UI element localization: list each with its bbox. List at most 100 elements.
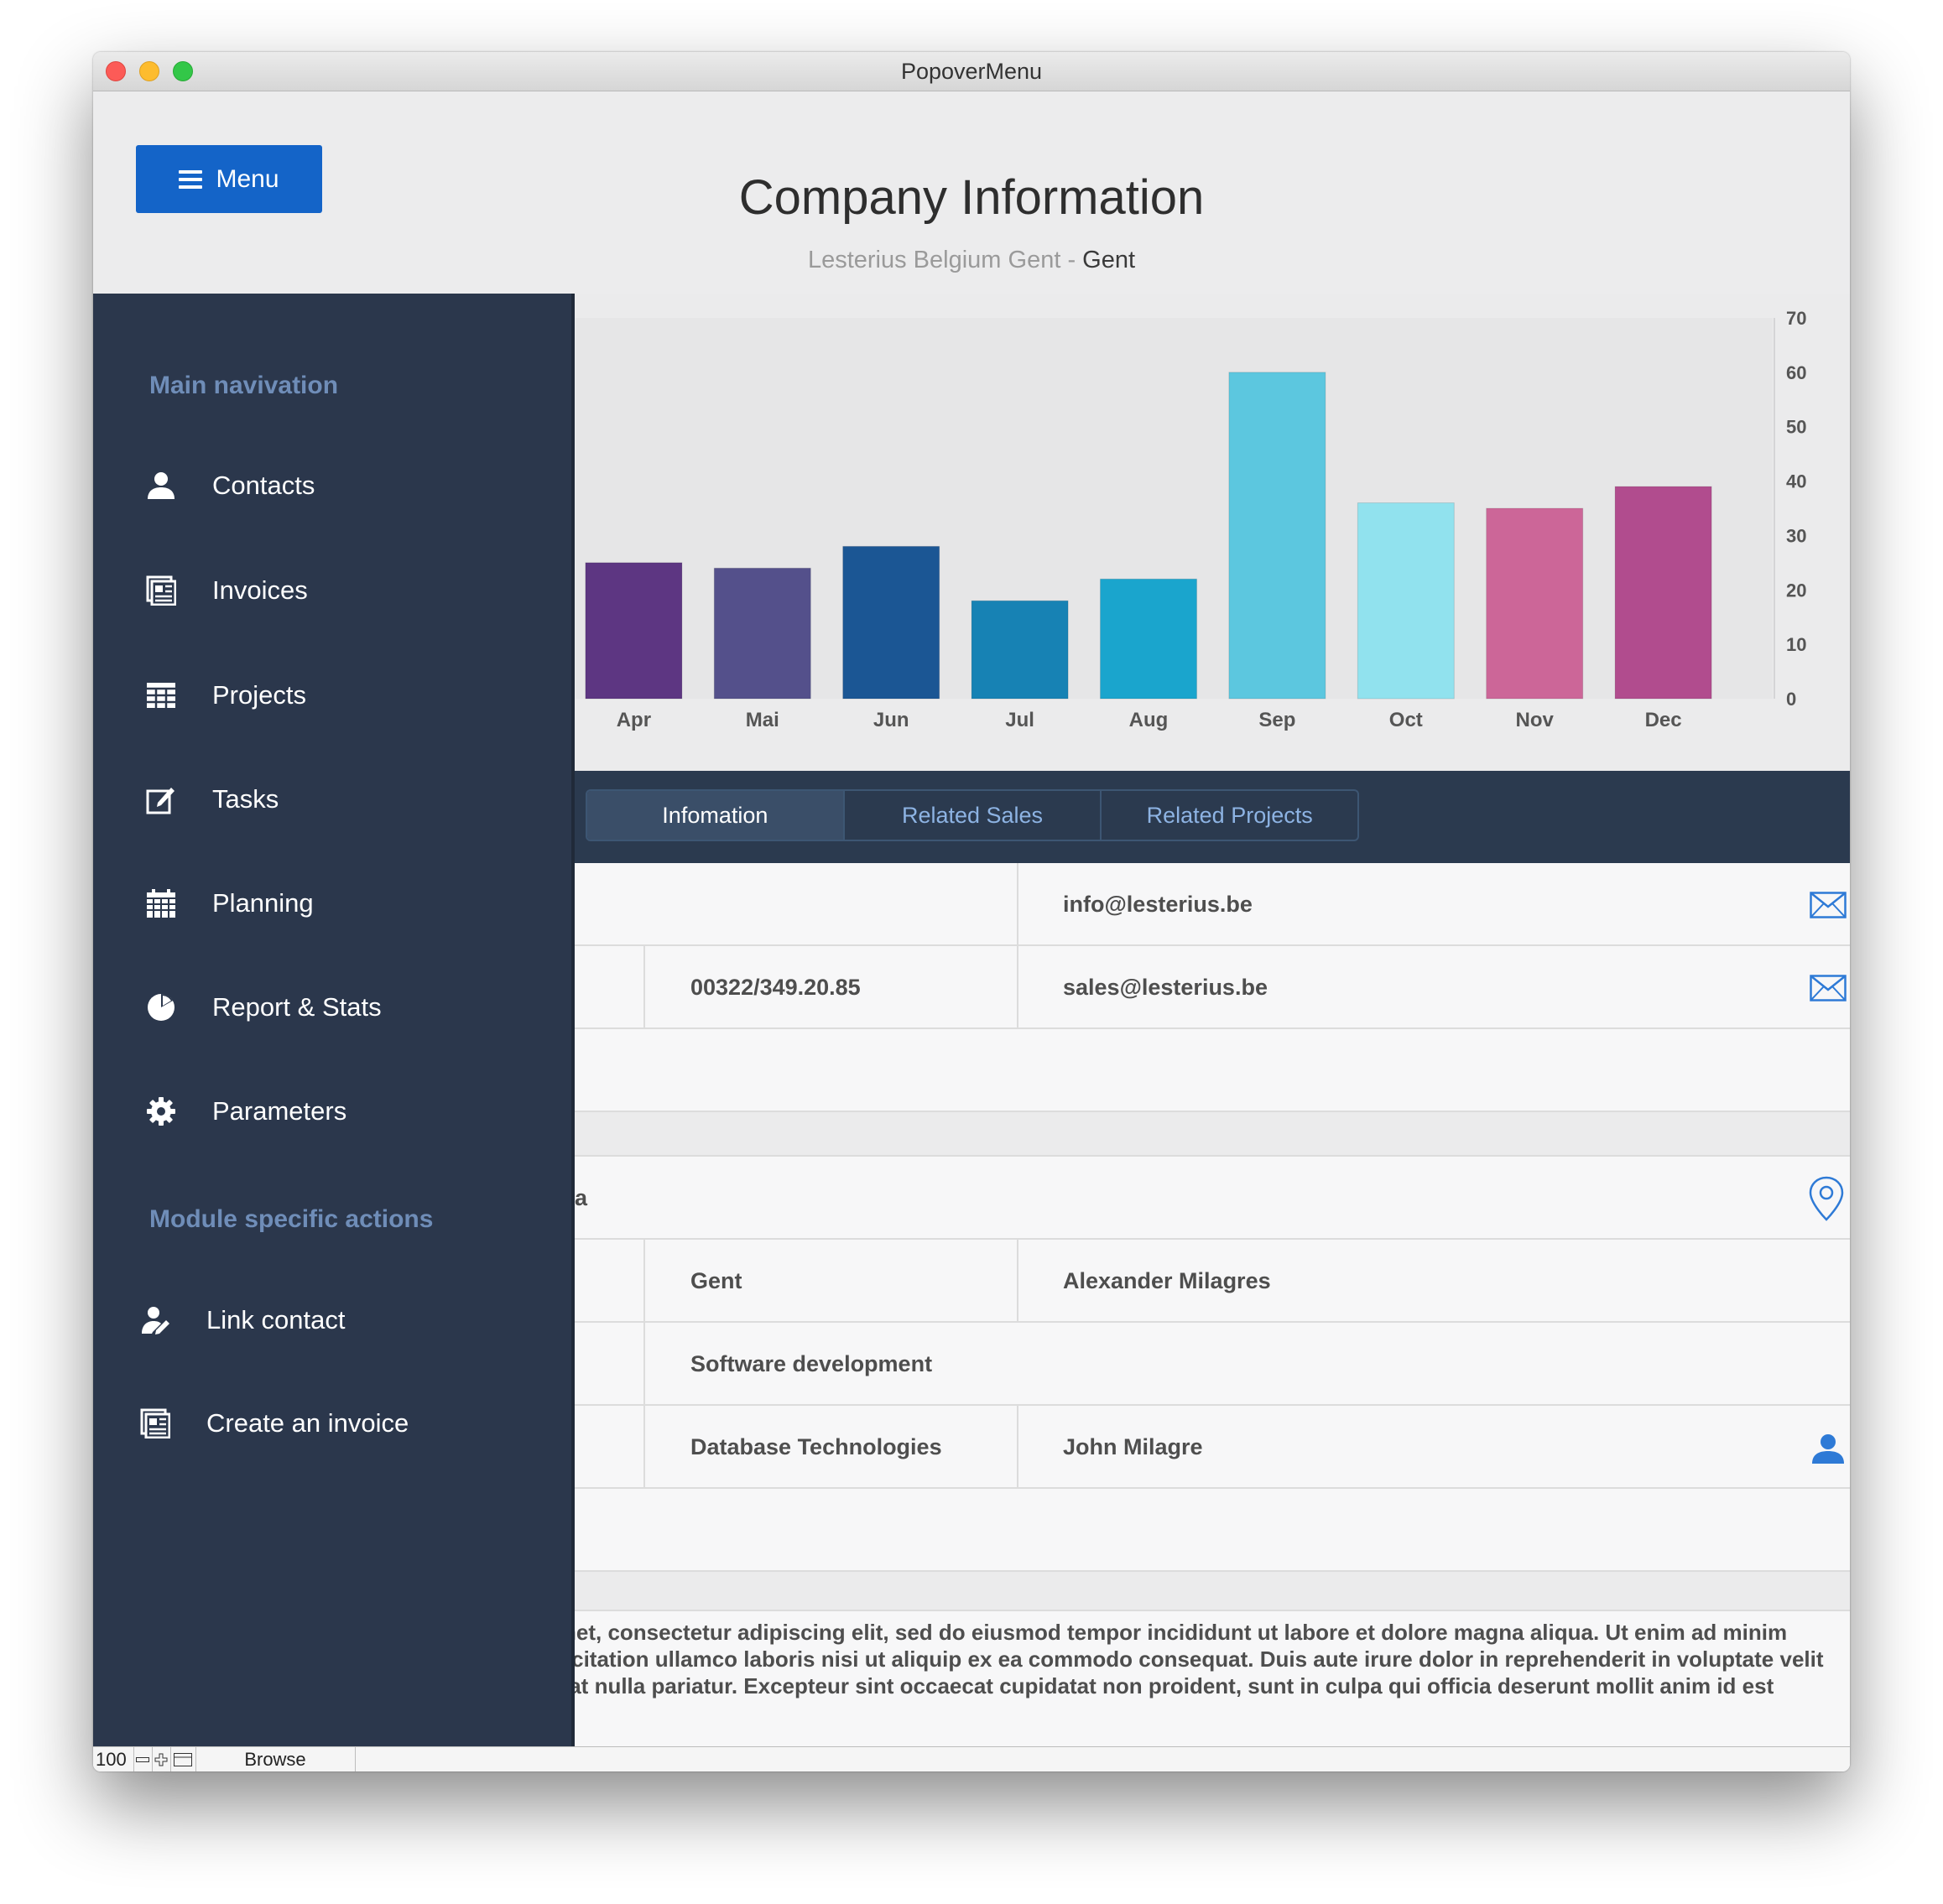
detail-row	[93, 1029, 1850, 1112]
menu-button-label: Menu	[216, 164, 279, 193]
contact-field[interactable]: Alexander Milagres	[1063, 1268, 1271, 1293]
sidebar-item-label: Parameters	[212, 1096, 347, 1126]
x-tick-label: Dec	[1645, 709, 1682, 731]
main-navigation-heading: Main navivation	[149, 372, 339, 399]
mail-icon[interactable]	[1810, 892, 1847, 923]
action-label: Link contact	[206, 1305, 346, 1334]
sidebar-item-report-stats[interactable]: Report & Stats	[143, 978, 546, 1037]
detail-row	[93, 946, 1850, 1029]
maximize-window-button[interactable]	[173, 61, 193, 81]
phone-field[interactable]: 00322/349.20.85	[690, 975, 861, 1000]
bar-mai	[713, 567, 811, 700]
contact-field[interactable]: John Milagre	[1063, 1434, 1203, 1459]
sidebar-item-contacts[interactable]: Contacts	[143, 456, 546, 515]
sidebar-item-projects[interactable]: Projects	[143, 666, 546, 725]
city-field[interactable]: Gent	[690, 1268, 742, 1293]
calendar-icon	[143, 886, 179, 921]
window-title: PopoverMenu	[900, 59, 1043, 84]
app-window: PopoverMenu Company Information Lesteriu…	[93, 52, 1850, 1771]
bar-oct	[1357, 502, 1455, 700]
mode-indicator[interactable]: Browse	[195, 1747, 356, 1771]
detail-row	[93, 1240, 1850, 1323]
x-tick-label: Jun	[873, 709, 909, 731]
x-tick-label: Nov	[1516, 709, 1555, 731]
page-subtitle: Lesterius Belgium Gent - Gent	[93, 247, 1850, 274]
map-pin-icon[interactable]	[1808, 1175, 1845, 1226]
hamburger-icon	[179, 166, 203, 193]
zoom-in-icon[interactable]	[152, 1747, 171, 1771]
link-contact-action[interactable]: Link contact	[138, 1291, 540, 1350]
y-tick-label: 60	[1786, 362, 1806, 383]
bar-jul	[971, 600, 1069, 700]
technology-field[interactable]: Database Technologies	[690, 1434, 942, 1459]
detail-row	[93, 1406, 1850, 1489]
tab-related-sales[interactable]: Related Sales	[845, 791, 1102, 840]
bar-sep	[1228, 372, 1326, 700]
notes-text: net, consectetur adipiscing elit, sed do…	[563, 1620, 1824, 1699]
user-icon[interactable]	[1810, 1433, 1846, 1469]
invoice-icon	[138, 1406, 173, 1441]
subtitle-company: Lesterius Belgium Gent -	[807, 247, 1083, 273]
sidebar-item-label: Contacts	[212, 471, 315, 500]
sidebar-item-label: Report & Stats	[212, 992, 382, 1022]
y-tick-label: 40	[1786, 471, 1806, 492]
address-field[interactable]: a	[575, 1185, 588, 1210]
x-tick-label: Oct	[1389, 709, 1423, 731]
y-tick-label: 20	[1786, 580, 1806, 601]
zoom-out-icon[interactable]	[133, 1747, 153, 1771]
detail-row	[93, 863, 1850, 946]
create-invoice-action[interactable]: Create an invoice	[138, 1394, 540, 1453]
pie-chart-icon	[143, 990, 179, 1025]
status-bar: 100 Browse	[93, 1746, 1850, 1771]
zoom-level[interactable]: 100	[96, 1747, 134, 1771]
subtitle-city: Gent	[1082, 247, 1136, 273]
menu-button[interactable]: Menu	[136, 145, 322, 213]
bar-jun	[842, 545, 940, 700]
page-title: Company Information	[738, 170, 1205, 225]
edit-icon	[143, 782, 179, 817]
column-divider	[643, 1240, 645, 1489]
y-tick-label: 30	[1786, 525, 1806, 546]
tab-information[interactable]: Infomation	[587, 791, 845, 840]
minimize-window-button[interactable]	[139, 61, 159, 81]
popover-menu: Main navivation Contacts Invoices Projec…	[93, 294, 575, 1746]
x-tick-label: Mai	[746, 709, 779, 731]
column-divider	[1017, 1406, 1018, 1489]
tab-related-projects[interactable]: Related Projects	[1146, 802, 1313, 828]
bar-apr	[585, 562, 683, 700]
mail-icon[interactable]	[1810, 975, 1847, 1006]
layout-toggle-icon[interactable]	[170, 1747, 196, 1771]
sidebar-item-planning[interactable]: Planning	[143, 874, 546, 933]
segmented-tabs: Infomation Related Sales Related Project…	[586, 789, 1359, 841]
sidebar-item-parameters[interactable]: Parameters	[143, 1082, 546, 1141]
user-icon	[143, 468, 179, 503]
gear-icon	[143, 1094, 179, 1129]
sidebar-item-label: Tasks	[212, 784, 279, 814]
bar-dec	[1614, 486, 1712, 700]
sidebar-item-label: Invoices	[212, 575, 308, 605]
bar-aug	[1100, 578, 1197, 700]
sector-field[interactable]: Software development	[690, 1351, 933, 1376]
close-window-button[interactable]	[106, 61, 126, 81]
detail-row	[93, 1323, 1850, 1406]
email-field[interactable]: sales@lesterius.be	[1063, 975, 1268, 1000]
bar-nov	[1486, 507, 1584, 700]
column-divider	[1017, 1240, 1018, 1323]
sidebar-item-tasks[interactable]: Tasks	[143, 770, 546, 829]
email-field[interactable]: info@lesterius.be	[1063, 892, 1253, 917]
y-tick-label: 10	[1786, 634, 1806, 655]
page-header	[93, 91, 1850, 294]
x-tick-label: Jul	[1005, 709, 1034, 731]
action-label: Create an invoice	[206, 1408, 409, 1438]
module-actions-heading: Module specific actions	[149, 1205, 434, 1233]
column-divider	[1017, 863, 1018, 1029]
sidebar-item-label: Planning	[212, 888, 314, 918]
y-tick-label: 70	[1786, 308, 1806, 329]
title-bar: PopoverMenu	[93, 52, 1850, 91]
y-tick-label: 0	[1786, 689, 1796, 710]
sidebar-item-invoices[interactable]: Invoices	[143, 561, 546, 620]
x-tick-label: Aug	[1129, 709, 1169, 731]
detail-row	[93, 1157, 1850, 1240]
column-divider	[643, 946, 645, 1029]
grid-icon	[143, 678, 179, 713]
